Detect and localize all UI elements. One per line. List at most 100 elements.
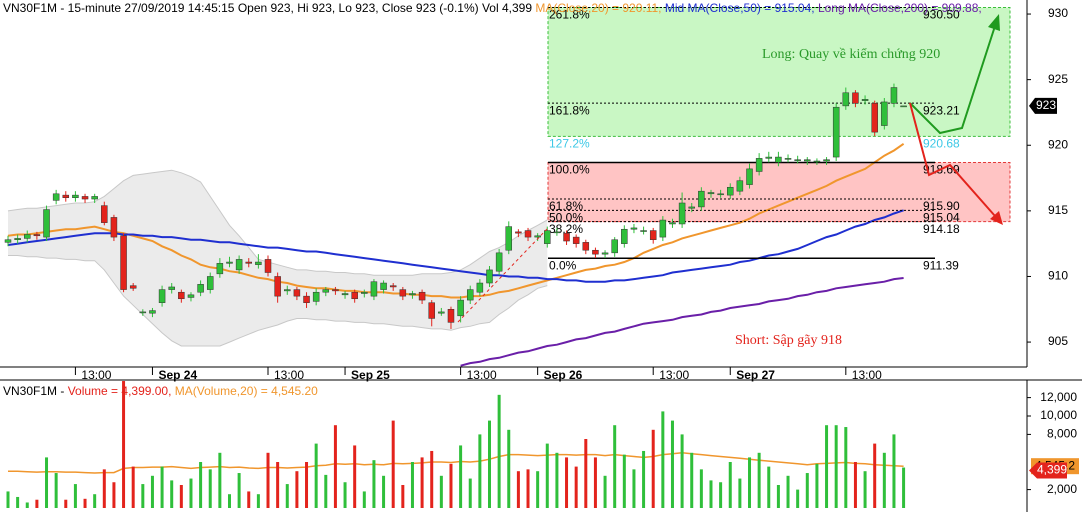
y-tick-label: 925 <box>1048 72 1068 86</box>
candle-body <box>544 230 551 244</box>
title-part: MA(Volume,20) = 4,545.20 <box>171 384 318 398</box>
candle-body <box>746 168 753 185</box>
candle-body <box>688 206 695 209</box>
volume-bar <box>699 469 703 508</box>
volume-bar <box>690 452 694 508</box>
candle-body <box>698 190 705 208</box>
candle-body <box>669 222 676 225</box>
volume-bar <box>757 452 761 508</box>
volume-bar <box>670 420 674 508</box>
volume-bar <box>748 457 752 508</box>
fib-value: 930.50 <box>923 8 960 22</box>
candle-body <box>804 159 811 162</box>
trend-line <box>457 227 549 323</box>
title-part: VN30F1M - <box>3 384 68 398</box>
fib-label: 261.8% <box>549 8 590 22</box>
back-layer <box>7 6 1011 347</box>
zone <box>547 6 1011 137</box>
chart-title: VN30F1M - 15-minute 27/09/2019 14:45:15 … <box>3 1 982 15</box>
candle-body <box>457 299 464 317</box>
candle-body <box>72 194 79 198</box>
volume-bar <box>449 463 453 508</box>
candle-body <box>678 202 686 225</box>
volume-bar <box>478 434 482 508</box>
volume-bar <box>863 471 867 508</box>
candle-body <box>813 160 821 163</box>
candle-body <box>727 186 734 196</box>
volume-bar <box>516 471 520 508</box>
volume-bar <box>536 471 540 508</box>
x-tick-label: 13:00 <box>659 368 689 382</box>
candle-body <box>765 156 773 159</box>
x-tick-label: 13:00 <box>274 368 304 382</box>
candle-body <box>823 159 830 162</box>
candle-layer <box>4 83 907 508</box>
volume-bar <box>25 502 29 508</box>
candle-body <box>81 196 89 200</box>
short-annotation: Short: Sập gãy 918 <box>735 333 842 348</box>
fib-value: 914.18 <box>923 222 960 236</box>
candle-body <box>351 291 358 300</box>
candle-body <box>101 205 108 223</box>
fib-label: 161.8% <box>549 103 590 117</box>
fibonacci-layer: 261.8% 930.50 161.8% 923.21 127.2% 920.68 100.… <box>548 6 960 272</box>
candle-body <box>264 259 272 273</box>
volume-bar <box>459 445 463 508</box>
candle-body <box>274 276 281 297</box>
title-part: MA(Close,20) = 920.11, <box>535 1 661 15</box>
fib-label: 61.8% <box>549 199 583 213</box>
y-tick-label: 2,000 <box>1047 482 1077 496</box>
fib-label: 0.0% <box>549 258 577 272</box>
candle-body <box>235 259 243 271</box>
volume-bar <box>256 494 260 508</box>
candle-body <box>630 227 638 230</box>
candle-body <box>553 231 561 234</box>
volume-bar <box>468 478 472 508</box>
volume-ma <box>8 452 904 474</box>
candle-body <box>784 158 792 160</box>
candle-body <box>361 291 368 294</box>
candle-body <box>659 219 667 238</box>
x-tick-label: Sep 27 <box>736 368 775 382</box>
volume-bar <box>430 450 434 508</box>
x-tick-label: Sep 25 <box>351 368 390 382</box>
volume-bar <box>545 443 549 508</box>
candle-body <box>447 309 455 323</box>
volume-bar <box>112 482 116 508</box>
moving-average <box>7 209 904 283</box>
y-tick-label: 10,000 <box>1040 408 1077 422</box>
candle-body <box>438 311 445 314</box>
candle-body <box>707 192 715 195</box>
candle-body <box>563 232 570 242</box>
candle-body <box>380 282 387 290</box>
volume-bar <box>853 462 857 508</box>
candle-body <box>197 284 204 293</box>
x-tick-label: 13:00 <box>467 368 497 382</box>
volume-bar <box>786 475 790 508</box>
volume-bar <box>767 466 771 508</box>
volume-bar <box>873 443 877 508</box>
x-tick-label: 13:00 <box>81 368 111 382</box>
candle-body <box>149 310 156 314</box>
volume-bar <box>276 462 280 508</box>
candle-body <box>187 294 195 298</box>
volume-bar <box>160 466 164 508</box>
fib-value: 915.04 <box>923 211 960 225</box>
candle-body <box>206 276 214 290</box>
volume-bar <box>613 425 617 508</box>
moving-average <box>460 277 904 367</box>
volume-bar <box>661 411 665 508</box>
candle-body <box>178 291 185 300</box>
candle-body <box>43 209 50 238</box>
candle-body <box>322 289 330 293</box>
chart-title: VN30F1M - Volume = 4,399.00, MA(Volume,2… <box>3 384 318 398</box>
last-price-box <box>1029 97 1057 114</box>
candle-body <box>62 194 70 198</box>
candle-body <box>495 252 503 272</box>
x-tick-label: Sep 26 <box>544 368 583 382</box>
candle-body <box>775 156 782 163</box>
volume-bar <box>199 462 203 508</box>
fib-value: 911.39 <box>923 258 959 272</box>
candle-body <box>755 158 763 172</box>
